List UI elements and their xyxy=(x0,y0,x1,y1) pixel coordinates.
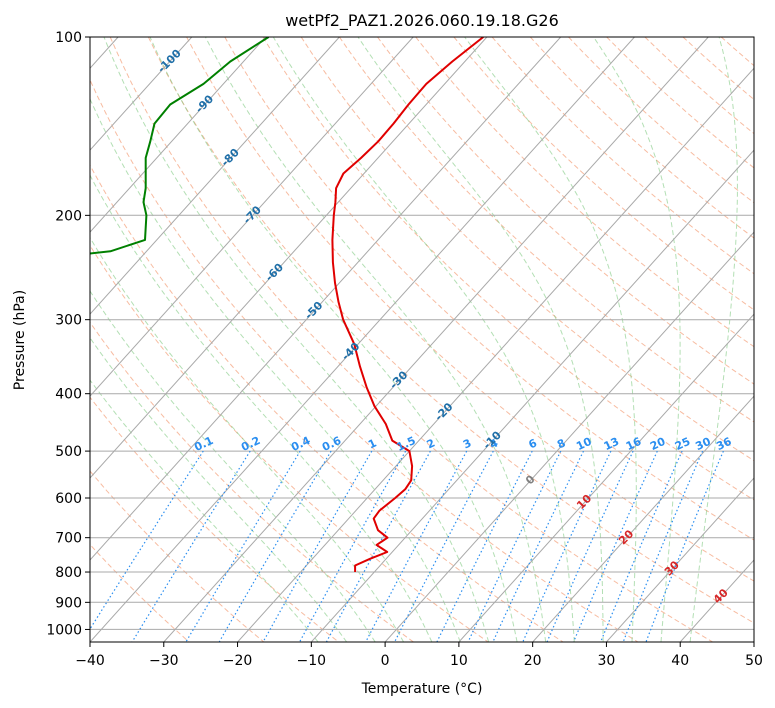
isotherm-line xyxy=(606,477,754,642)
isotherm-line xyxy=(90,37,193,151)
moist-adiabat-line xyxy=(689,37,738,642)
mixing-ratio-label: 13 xyxy=(602,435,621,453)
y-tick-label: 400 xyxy=(55,387,82,403)
moist-adiabat-line xyxy=(90,97,461,642)
x-tick-label: −10 xyxy=(297,653,327,669)
mixing-ratio-line xyxy=(600,450,683,642)
dry-adiabat-line xyxy=(262,37,754,501)
x-tick-label: 50 xyxy=(745,653,763,669)
isotherm-line xyxy=(163,37,709,642)
moist-adiabat-line xyxy=(593,37,681,642)
isotherm-line xyxy=(90,37,266,233)
dry-adiabat-line xyxy=(109,37,713,642)
moist-adiabat-line xyxy=(90,236,405,642)
dry-adiabat-line xyxy=(90,396,339,642)
dry-adiabat-line xyxy=(90,321,414,642)
mixing-ratio-line xyxy=(622,450,704,642)
mixing-ratio-label: 30 xyxy=(693,435,713,453)
y-tick-label: 900 xyxy=(55,595,82,611)
isotherm-line xyxy=(90,37,488,479)
dry-adiabat-line xyxy=(147,37,754,624)
y-tick-label: 100 xyxy=(55,30,82,46)
y-tick-label: 300 xyxy=(55,313,82,329)
x-tick-label: 20 xyxy=(524,653,542,669)
plot-area xyxy=(90,37,754,642)
moist-adiabat-line xyxy=(204,37,547,642)
moist-adiabat-line xyxy=(464,37,637,642)
chart-title: wetPf2_PAZ1.2026.060.19.18.G26 xyxy=(285,11,559,31)
isotherm-line xyxy=(90,37,562,561)
moist-adiabat-line xyxy=(90,336,348,642)
isotherm-line xyxy=(90,37,635,642)
mixing-ratio-label: 16 xyxy=(624,435,644,453)
x-tick-label: −20 xyxy=(223,653,253,669)
y-tick-label: 500 xyxy=(55,444,82,460)
moist-adiabat-line xyxy=(90,174,433,642)
isotherm-line xyxy=(532,395,754,642)
moist-adiabat-line xyxy=(149,37,518,642)
mixing-ratio-line xyxy=(365,450,468,642)
isotherm-line xyxy=(384,231,754,642)
mixing-ratio-line xyxy=(218,450,332,642)
plot-frame xyxy=(89,36,755,643)
x-tick-label: 30 xyxy=(598,653,616,669)
x-tick-label: 40 xyxy=(671,653,689,669)
isotherm-line xyxy=(90,37,340,315)
isotherm-line xyxy=(237,67,754,642)
x-tick-label: −30 xyxy=(149,653,179,669)
isotherm-line xyxy=(310,149,754,642)
mixing-ratio-line xyxy=(572,450,658,642)
x-tick-label: 10 xyxy=(450,653,468,669)
mixing-ratio-line xyxy=(131,450,251,642)
mixing-ratio-line xyxy=(299,450,407,642)
mixing-ratio-line xyxy=(492,450,585,642)
isotherm-line xyxy=(90,37,414,397)
y-axis-label: Pressure (hPa) xyxy=(12,290,28,390)
dry-adiabat-line xyxy=(491,37,754,275)
mixing-ratio-label: 25 xyxy=(673,435,692,453)
x-tick-label: 0 xyxy=(381,653,390,669)
y-tick-label: 1000 xyxy=(46,622,82,638)
dry-adiabat-line xyxy=(90,244,489,642)
y-tick-label: 700 xyxy=(55,531,82,547)
mixing-ratio-line xyxy=(262,450,373,642)
mixing-ratio-line xyxy=(546,450,634,642)
mixing-ratio-line xyxy=(185,450,301,642)
mixing-ratio-label: 10 xyxy=(574,435,594,453)
dry-adiabat-line xyxy=(453,37,754,311)
dry-adiabat-line xyxy=(377,37,754,385)
mixing-ratio-label: 36 xyxy=(714,435,734,453)
y-tick-label: 200 xyxy=(55,208,82,224)
x-axis-label: Temperature (°C) xyxy=(361,681,483,697)
mixing-ratio-line xyxy=(467,450,562,642)
moist-adiabat-line xyxy=(357,37,604,642)
dewpoint-profile xyxy=(90,37,270,255)
dry-adiabat-line xyxy=(90,164,564,642)
background-lines xyxy=(90,37,775,642)
x-tick-label: −40 xyxy=(75,653,105,669)
isotherm-line xyxy=(458,313,754,642)
dry-adiabat-line xyxy=(186,37,754,582)
dry-adiabat-line xyxy=(568,37,754,204)
y-tick-label: 800 xyxy=(55,565,82,581)
axis-ticks: −40 −30 −20 −10 0 10 20 30 40 50 100 200 300 400 500 60… xyxy=(46,30,763,669)
isotherm-line xyxy=(753,641,754,642)
mixing-ratio-line xyxy=(90,450,204,631)
mixing-ratio-lines xyxy=(90,450,724,642)
dry-adiabat-line xyxy=(338,37,754,423)
profiles xyxy=(90,37,484,572)
mixing-ratio-label: 20 xyxy=(648,435,668,453)
dry-adiabat-line xyxy=(759,37,775,642)
y-tick-label: 600 xyxy=(55,491,82,507)
dry-adiabat-line xyxy=(224,37,754,541)
temperature-profile xyxy=(331,37,484,572)
moist-adiabat-line xyxy=(272,37,575,642)
moist-adiabat-line xyxy=(90,290,376,642)
